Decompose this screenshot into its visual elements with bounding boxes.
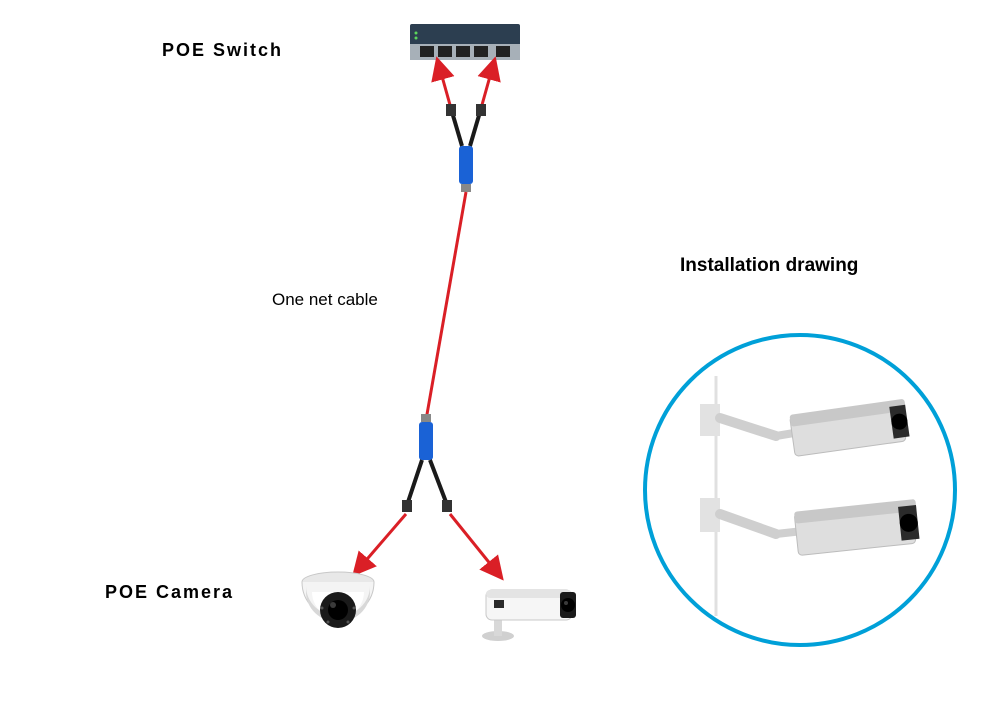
arrow-bottom-left bbox=[356, 514, 406, 572]
dome-camera-icon bbox=[302, 572, 374, 628]
arrow-bottom-right bbox=[450, 514, 500, 576]
diagram-canvas bbox=[0, 0, 1000, 724]
net-cable-line bbox=[426, 192, 466, 420]
poe-splitter-bottom-icon bbox=[402, 414, 452, 512]
poe-switch-icon bbox=[410, 24, 520, 60]
installation-drawing-illustration bbox=[645, 335, 955, 645]
bullet-camera-icon bbox=[482, 590, 576, 641]
poe-splitter-top-icon bbox=[446, 104, 486, 192]
